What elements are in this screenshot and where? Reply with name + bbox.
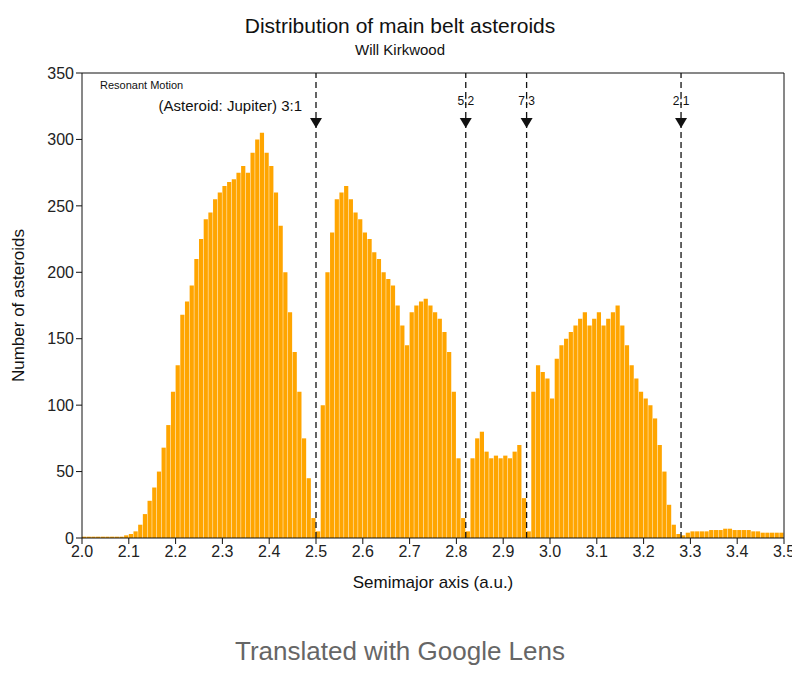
svg-text:3.1: 3.1 <box>586 543 608 560</box>
svg-text:3.3: 3.3 <box>679 543 701 560</box>
svg-text:2.1: 2.1 <box>118 543 140 560</box>
svg-text:100: 100 <box>47 397 74 414</box>
svg-text:50: 50 <box>56 463 74 480</box>
svg-text:(Asteroid: Jupiter) 3:1: (Asteroid: Jupiter) 3:1 <box>159 97 302 114</box>
svg-text:3.4: 3.4 <box>726 543 748 560</box>
html-text:Resonant Motion: Resonant Motion <box>100 79 184 91</box>
svg-text:350: 350 <box>47 65 74 82</box>
svg-text:7:3: 7:3 <box>518 94 535 108</box>
svg-text:2.2: 2.2 <box>164 543 186 560</box>
svg-text:3.0: 3.0 <box>539 543 561 560</box>
svg-text:2:1: 2:1 <box>673 94 690 108</box>
svg-text:Semimajor axis (a.u.): Semimajor axis (a.u.) <box>353 573 514 592</box>
html-text:Translated with Google Lens: Translated with Google Lens <box>235 636 565 666</box>
svg-text:3.2: 3.2 <box>632 543 654 560</box>
svg-text:0: 0 <box>65 530 74 547</box>
svg-text:2.5: 2.5 <box>305 543 327 560</box>
svg-text:5:2: 5:2 <box>457 94 474 108</box>
svg-text:3.5: 3.5 <box>773 543 792 560</box>
svg-text:2.8: 2.8 <box>445 543 467 560</box>
html-text:Will Kirkwood: Will Kirkwood <box>355 41 445 58</box>
svg-text:2.4: 2.4 <box>258 543 280 560</box>
svg-text:Number of asteroids: Number of asteroids <box>9 229 28 382</box>
html-text:Distribution of main belt aste: Distribution of main belt asteroids <box>244 14 556 37</box>
svg-text:250: 250 <box>47 198 74 215</box>
svg-text:2.7: 2.7 <box>398 543 420 560</box>
svg-text:2.3: 2.3 <box>211 543 233 560</box>
svg-text:200: 200 <box>47 264 74 281</box>
svg-text:300: 300 <box>47 131 74 148</box>
svg-text:2.6: 2.6 <box>352 543 374 560</box>
svg-text:2.0: 2.0 <box>71 543 93 560</box>
svg-text:2.9: 2.9 <box>492 543 514 560</box>
svg-text:150: 150 <box>47 330 74 347</box>
